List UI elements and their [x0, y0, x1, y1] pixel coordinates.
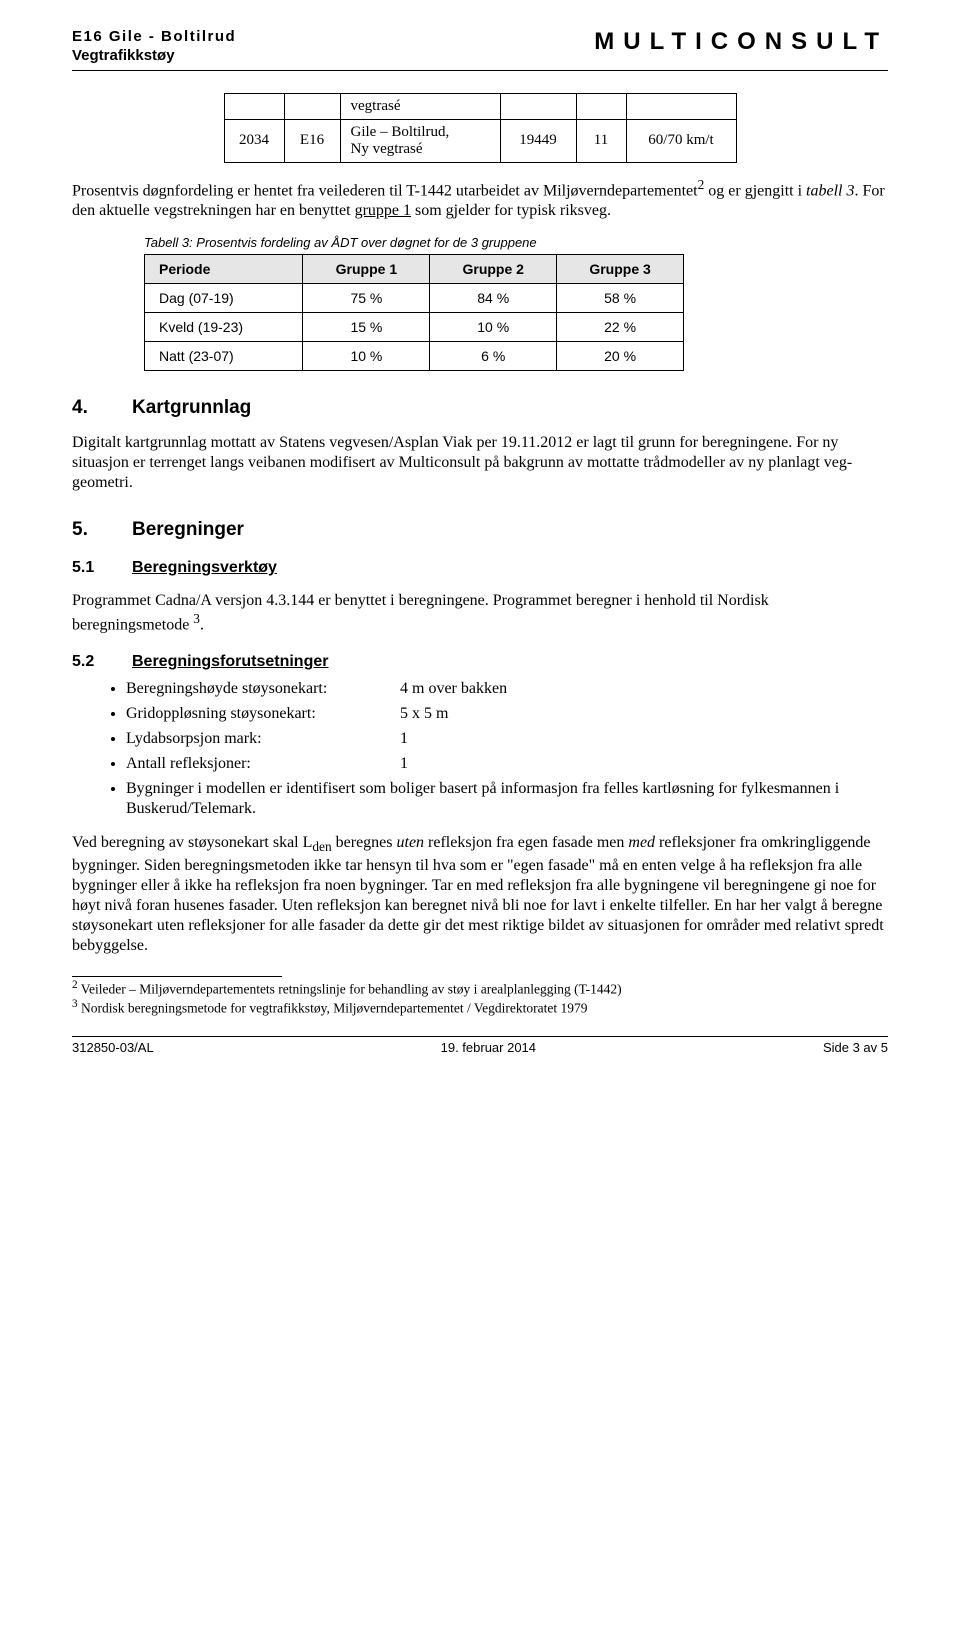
section-heading-4: 4.Kartgrunnlag	[72, 397, 888, 419]
footnote-2: 2 Veileder – Miljøverndepartementets ret…	[72, 979, 888, 998]
col-header: Periode	[145, 254, 303, 283]
text: Prosentvis døgnfordeling er hentet fra v…	[72, 182, 698, 199]
subsection-heading-5-2: 5.2Beregningsforutsetninger	[72, 653, 888, 671]
brand-name: MULTICONSULT	[594, 28, 888, 56]
cell	[626, 93, 736, 119]
doc-subtitle: Vegtrafikkstøy	[72, 47, 236, 66]
cell: 75 %	[303, 283, 430, 312]
item-label: Lydabsorpsjon mark:	[126, 729, 396, 749]
item-label: Gridoppløsning støysonekart:	[126, 704, 396, 724]
subsection-title: Beregningsforutsetninger	[132, 653, 328, 670]
page-header: E16 Gile - Boltilrud Vegtrafikkstøy MULT…	[72, 28, 888, 66]
table-row: Kveld (19-23) 15 % 10 % 22 %	[145, 312, 684, 341]
cell: 11	[576, 119, 626, 162]
subsection-number: 5.1	[72, 559, 132, 577]
item-value: 4 m over bakken	[400, 680, 507, 697]
table-vegtrase: vegtrasé 2034 E16 Gile – Boltilrud, Ny v…	[224, 93, 737, 163]
col-header: Gruppe 3	[557, 254, 684, 283]
paragraph: Ved beregning av støysonekart skal Lden …	[72, 833, 888, 956]
text: refleksjoner fra omkringliggende bygning…	[72, 834, 884, 954]
footnote-rule	[72, 976, 282, 977]
cell	[576, 93, 626, 119]
text: som gjelder for typisk riksveg.	[411, 202, 611, 219]
cell: 6 %	[430, 341, 557, 370]
item-value: 1	[400, 730, 408, 747]
text: beregnes	[332, 834, 397, 851]
subsection-heading-5-1: 5.1Beregningsverktøy	[72, 559, 888, 577]
col-header: Gruppe 2	[430, 254, 557, 283]
list-item: Antall refleksjoner: 1	[126, 754, 888, 774]
cell: Natt (23-07)	[145, 341, 303, 370]
paragraph-intro: Prosentvis døgnfordeling er hentet fra v…	[72, 177, 888, 221]
cell: vegtrasé	[340, 93, 500, 119]
paragraph: Digitalt kartgrunnlag mottatt av Statens…	[72, 433, 888, 493]
text: refleksjon fra egen fasade men	[424, 834, 628, 851]
cell: 84 %	[430, 283, 557, 312]
footnote-text: Nordisk beregningsmetode for vegtrafikks…	[78, 1000, 588, 1015]
subsection-number: 5.2	[72, 653, 132, 671]
footnote-text: Veileder – Miljøverndepartementets retni…	[78, 982, 622, 997]
cell: 20 %	[557, 341, 684, 370]
header-left: E16 Gile - Boltilrud Vegtrafikkstøy	[72, 28, 236, 66]
cell: 15 %	[303, 312, 430, 341]
header-rule	[72, 70, 888, 71]
list-item: Lydabsorpsjon mark: 1	[126, 729, 888, 749]
col-header: Gruppe 1	[303, 254, 430, 283]
cell: E16	[284, 119, 340, 162]
table-row: vegtrasé	[224, 93, 736, 119]
text-italic: tabell 3	[806, 182, 854, 199]
text: .	[200, 616, 204, 633]
cell: Dag (07-19)	[145, 283, 303, 312]
section-title: Beregninger	[132, 519, 244, 540]
cell: 60/70 km/t	[626, 119, 736, 162]
cell: 22 %	[557, 312, 684, 341]
cell: 58 %	[557, 283, 684, 312]
doc-code: E16 Gile - Boltilrud	[72, 28, 236, 47]
cell	[224, 93, 284, 119]
list-item: Gridoppløsning støysonekart: 5 x 5 m	[126, 704, 888, 724]
table-groups: Periode Gruppe 1 Gruppe 2 Gruppe 3 Dag (…	[144, 254, 684, 371]
footer-right: Side 3 av 5	[823, 1040, 888, 1055]
cell: 2034	[224, 119, 284, 162]
paragraph: Programmet Cadna/A versjon 4.3.144 er be…	[72, 591, 888, 635]
text: og er gjengitt i	[704, 182, 806, 199]
bullet-list: Beregningshøyde støysonekart: 4 m over b…	[72, 679, 888, 819]
section-title: Kartgrunnlag	[132, 397, 251, 418]
list-item: Beregningshøyde støysonekart: 4 m over b…	[126, 679, 888, 699]
footer-left: 312850-03/AL	[72, 1040, 154, 1055]
footer-rule	[72, 1036, 888, 1037]
subsection-title: Beregningsverktøy	[132, 559, 277, 576]
text-italic: med	[628, 834, 655, 851]
footer-center: 19. februar 2014	[441, 1040, 536, 1055]
cell: 10 %	[303, 341, 430, 370]
table-row: Natt (23-07) 10 % 6 % 20 %	[145, 341, 684, 370]
list-item: Bygninger i modellen er identifisert som…	[126, 779, 888, 819]
text-underline: gruppe 1	[355, 202, 411, 219]
cell	[500, 93, 576, 119]
section-number: 5.	[72, 519, 132, 541]
item-value: 1	[400, 755, 408, 772]
table-row: Dag (07-19) 75 % 84 % 58 %	[145, 283, 684, 312]
section-heading-5: 5.Beregninger	[72, 519, 888, 541]
cell: 10 %	[430, 312, 557, 341]
item-label: Beregningshøyde støysonekart:	[126, 679, 396, 699]
cell: 19449	[500, 119, 576, 162]
cell: Gile – Boltilrud, Ny vegtrasé	[340, 119, 500, 162]
cell	[284, 93, 340, 119]
table-header-row: Periode Gruppe 1 Gruppe 2 Gruppe 3	[145, 254, 684, 283]
table-caption: Tabell 3: Prosentvis fordeling av ÅDT ov…	[144, 235, 888, 250]
section-number: 4.	[72, 397, 132, 419]
footnote-ref-3: 3	[193, 611, 200, 626]
text: Ved beregning av støysonekart skal L	[72, 834, 312, 851]
text: Programmet Cadna/A versjon 4.3.144 er be…	[72, 592, 769, 633]
cell: Kveld (19-23)	[145, 312, 303, 341]
text-italic: uten	[397, 834, 425, 851]
item-value: 5 x 5 m	[400, 705, 448, 722]
table-row: 2034 E16 Gile – Boltilrud, Ny vegtrasé 1…	[224, 119, 736, 162]
footnote-3: 3 Nordisk beregningsmetode for vegtrafik…	[72, 998, 888, 1017]
subscript: den	[312, 839, 331, 854]
item-label: Antall refleksjoner:	[126, 754, 396, 774]
page-footer: 312850-03/AL 19. februar 2014 Side 3 av …	[72, 1040, 888, 1055]
